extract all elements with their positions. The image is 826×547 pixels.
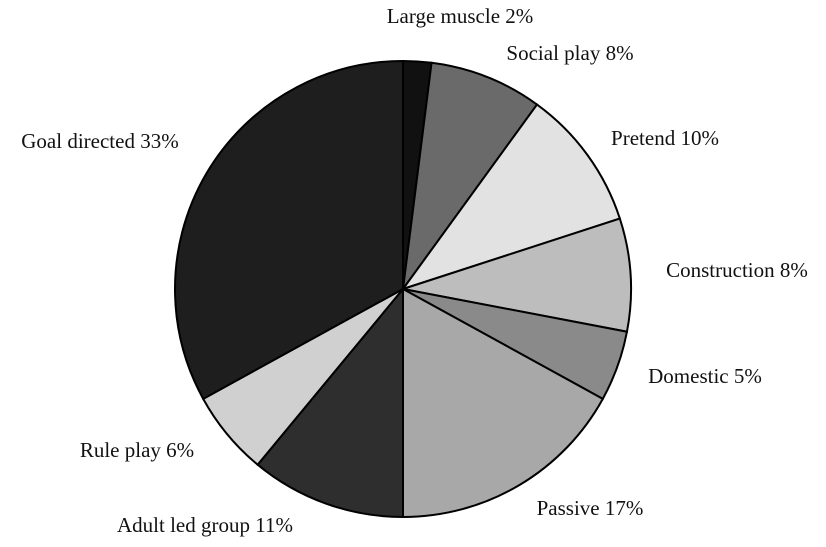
slice-name: Rule play	[80, 438, 162, 462]
slice-value: 8%	[780, 258, 808, 282]
slice-label: Adult led group 11%	[117, 513, 293, 537]
pie-slice	[400, 103, 622, 291]
slice-name: Large muscle	[387, 4, 500, 28]
slice-value: 5%	[734, 364, 762, 388]
slice-value: 11%	[255, 513, 293, 537]
slice-value: 6%	[166, 438, 194, 462]
pie-slice	[402, 61, 539, 290]
slice-label: Goal directed 33%	[21, 129, 178, 153]
pie-slice	[174, 59, 404, 401]
slice-value: 17%	[605, 496, 644, 520]
slice-value: 8%	[606, 41, 634, 65]
slice-name: Construction	[666, 258, 775, 282]
pie-slice	[402, 287, 605, 519]
pie-slice	[256, 286, 404, 519]
slice-value: 2%	[505, 4, 533, 28]
slice-name: Adult led group	[117, 513, 250, 537]
slice-label: Social play 8%	[506, 41, 633, 65]
slice-name: Domestic	[648, 364, 728, 388]
slice-value: 33%	[140, 129, 179, 153]
slice-label: Domestic 5%	[648, 364, 762, 388]
slice-label: Pretend 10%	[611, 126, 719, 150]
slice-name: Social play	[506, 41, 600, 65]
slice-name: Passive	[537, 496, 600, 520]
slice-value: 10%	[680, 126, 719, 150]
pie-slice	[402, 217, 632, 333]
slice-name: Pretend	[611, 126, 676, 150]
slice-label: Rule play 6%	[80, 438, 194, 462]
slice-label: Passive 17%	[537, 496, 644, 520]
slice-label: Large muscle 2%	[387, 4, 534, 28]
slice-name: Goal directed	[21, 129, 135, 153]
slice-label: Construction 8%	[666, 258, 808, 282]
